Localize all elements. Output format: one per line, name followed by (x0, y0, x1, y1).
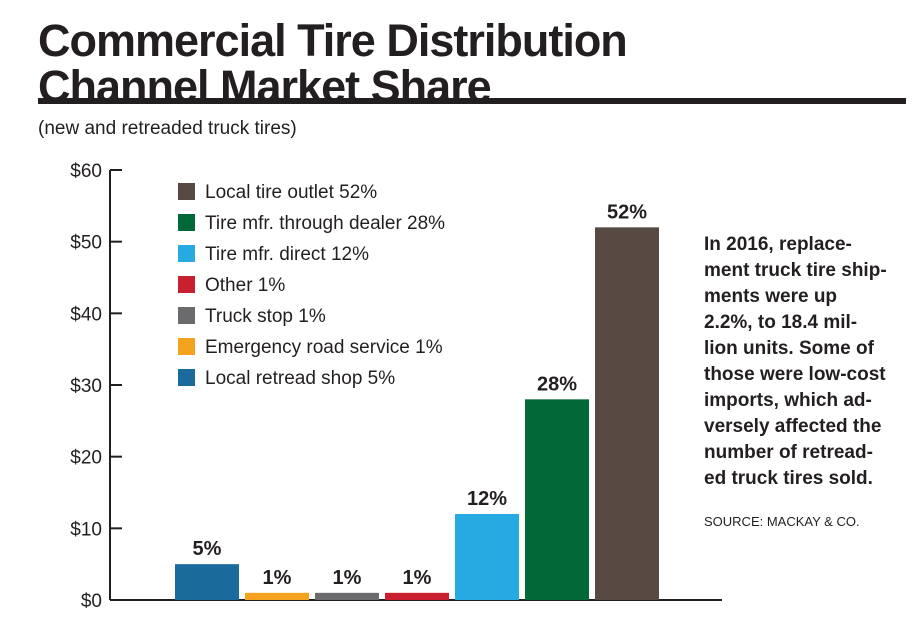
legend-entry: Local tire outlet 52% (205, 182, 377, 203)
legend-entry: Tire mfr. through dealer 28% (205, 213, 445, 234)
chart-note: In 2016, replace- ment truck tire ship- … (704, 234, 887, 489)
y-tick-label: $40 (70, 304, 102, 325)
legend-swatch (178, 183, 195, 200)
y-tick-label: $50 (70, 233, 102, 254)
legend-entry: Tire mfr. direct 12% (205, 244, 369, 265)
data-label: 12% (467, 488, 507, 510)
legend-entry: Emergency road service 1% (205, 337, 443, 358)
bar (525, 399, 589, 600)
bar (175, 564, 239, 600)
legend-swatch (178, 307, 195, 324)
legend-entry: Truck stop 1% (205, 306, 326, 327)
bar (595, 227, 659, 601)
data-label: 28% (537, 373, 577, 395)
legend-swatch (178, 276, 195, 293)
legend-swatch (178, 214, 195, 231)
bar (455, 514, 519, 600)
y-tick-label: $0 (81, 591, 102, 612)
y-tick-label: $30 (70, 376, 102, 397)
data-label: 1% (403, 567, 432, 589)
source-credit: SOURCE: MACKAY & CO. (704, 514, 860, 529)
y-tick-label: $60 (70, 161, 102, 182)
bar (245, 592, 309, 600)
legend-swatch (178, 338, 195, 355)
chart-title-line-1: Commercial Tire Distribution (38, 15, 628, 66)
bars: 5% 1% 1% 1% 12% 28% 52% (175, 201, 659, 601)
data-label: 52% (607, 201, 647, 223)
chart-title: Commercial Tire Distribution Channel Mar… (38, 15, 628, 110)
legend-swatch (178, 369, 195, 386)
data-label: 1% (333, 567, 362, 589)
legend-swatch (178, 245, 195, 262)
y-tick-label: $10 (70, 519, 102, 540)
chart-subtitle: (new and retreaded truck tires) (38, 118, 297, 139)
legend-entry: Other 1% (205, 275, 285, 296)
bar (385, 592, 449, 600)
bar (315, 592, 379, 600)
y-tick-label: $20 (70, 448, 102, 469)
data-label: 5% (193, 538, 222, 560)
legend: Local tire outlet 52% Tire mfr. through d… (178, 182, 445, 389)
data-label: 1% (263, 567, 292, 589)
title-underline (38, 98, 906, 104)
legend-entry: Local retread shop 5% (205, 368, 395, 389)
